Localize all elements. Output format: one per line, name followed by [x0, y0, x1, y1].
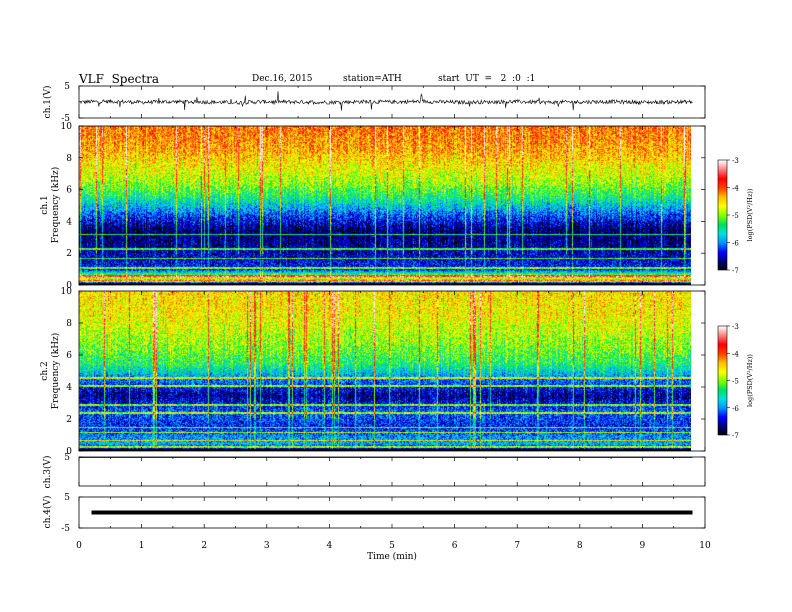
colorbar-tick-label: -6	[732, 405, 739, 413]
colorbar-tick-label: -4	[732, 185, 739, 193]
y-tick-label: 2	[66, 415, 72, 425]
ch2-colorbar-image	[718, 326, 727, 435]
ch1-freq-ylabel: Frequency (kHz)	[50, 167, 61, 244]
x-tick-label: 3	[264, 541, 270, 551]
ch1-colorbar-image	[718, 160, 727, 270]
y-tick-label: 10	[61, 287, 73, 297]
ch1-colorbar-label: log(PSD(V²/Hz))	[746, 188, 754, 241]
colorbar-tick-label: -5	[732, 378, 739, 386]
colorbar-tick-label: -7	[732, 267, 739, 275]
station-label: station=ATH	[343, 74, 402, 84]
colorbar-tick-label: -7	[732, 432, 739, 440]
colorbar-tick-label: -3	[732, 157, 739, 165]
x-tick-label: 9	[640, 541, 646, 551]
y-tick-label: 5	[64, 82, 70, 92]
x-tick-label: 0	[76, 541, 82, 551]
y-tick-label: 0	[66, 281, 72, 291]
ch2-spectrogram-image	[79, 291, 691, 451]
x-axis-title: Time (min)	[367, 551, 417, 562]
y-tick-label: 6	[66, 351, 72, 361]
ch1-channel-label: ch.1	[40, 195, 50, 214]
x-tick-label: 7	[514, 541, 520, 551]
colorbar-tick-label: -3	[732, 323, 739, 331]
x-tick-label: 10	[699, 541, 711, 551]
ch1-waveform-frame	[78, 85, 706, 119]
ch4-ylabel: ch.4(V)	[42, 496, 53, 529]
colorbar-tick-label: -6	[732, 240, 739, 248]
figure-title: VLF Spectra	[79, 72, 160, 86]
ch4-waveform-line	[91, 510, 693, 515]
ch1-spectrogram-image	[79, 126, 691, 285]
y-tick-label: 4	[66, 383, 72, 393]
y-tick-label: 2	[66, 249, 72, 259]
ch3-waveform-frame	[78, 456, 706, 487]
ch1-waveform-line	[78, 91, 693, 111]
y-tick-label: 10	[61, 122, 73, 132]
ch2-colorbar-label: log(PSD(V²/Hz))	[746, 354, 754, 407]
y-tick-label: 5	[64, 453, 70, 463]
x-tick-label: 4	[327, 541, 333, 551]
y-tick-label: -5	[61, 524, 70, 534]
x-tick-label: 8	[577, 541, 583, 551]
x-tick-label: 2	[201, 541, 207, 551]
y-tick-label: 4	[66, 217, 72, 227]
start-time-label: start UT = 2 :0 :1	[438, 74, 536, 84]
y-tick-label: 5	[64, 493, 70, 503]
y-tick-label: 6	[66, 186, 72, 196]
x-tick-label: 1	[139, 541, 145, 551]
y-tick-label: 8	[66, 319, 72, 329]
x-tick-label: 5	[389, 541, 395, 551]
x-tick-label: 6	[452, 541, 458, 551]
date-label: Dec.16, 2015	[252, 74, 313, 84]
y-tick-label: 0	[66, 447, 72, 457]
colorbar-tick-label: -4	[732, 350, 739, 358]
ch2-freq-ylabel: Frequency (kHz)	[50, 333, 61, 410]
colorbar-tick-label: -5	[732, 212, 739, 220]
ch3-ylabel: ch.3(V)	[42, 456, 53, 489]
ch2-channel-label: ch.2	[40, 361, 50, 380]
y-tick-label: 8	[66, 154, 72, 164]
ch1-ylabel: ch.1(V)	[42, 86, 53, 119]
y-tick-label: -5	[61, 114, 70, 124]
